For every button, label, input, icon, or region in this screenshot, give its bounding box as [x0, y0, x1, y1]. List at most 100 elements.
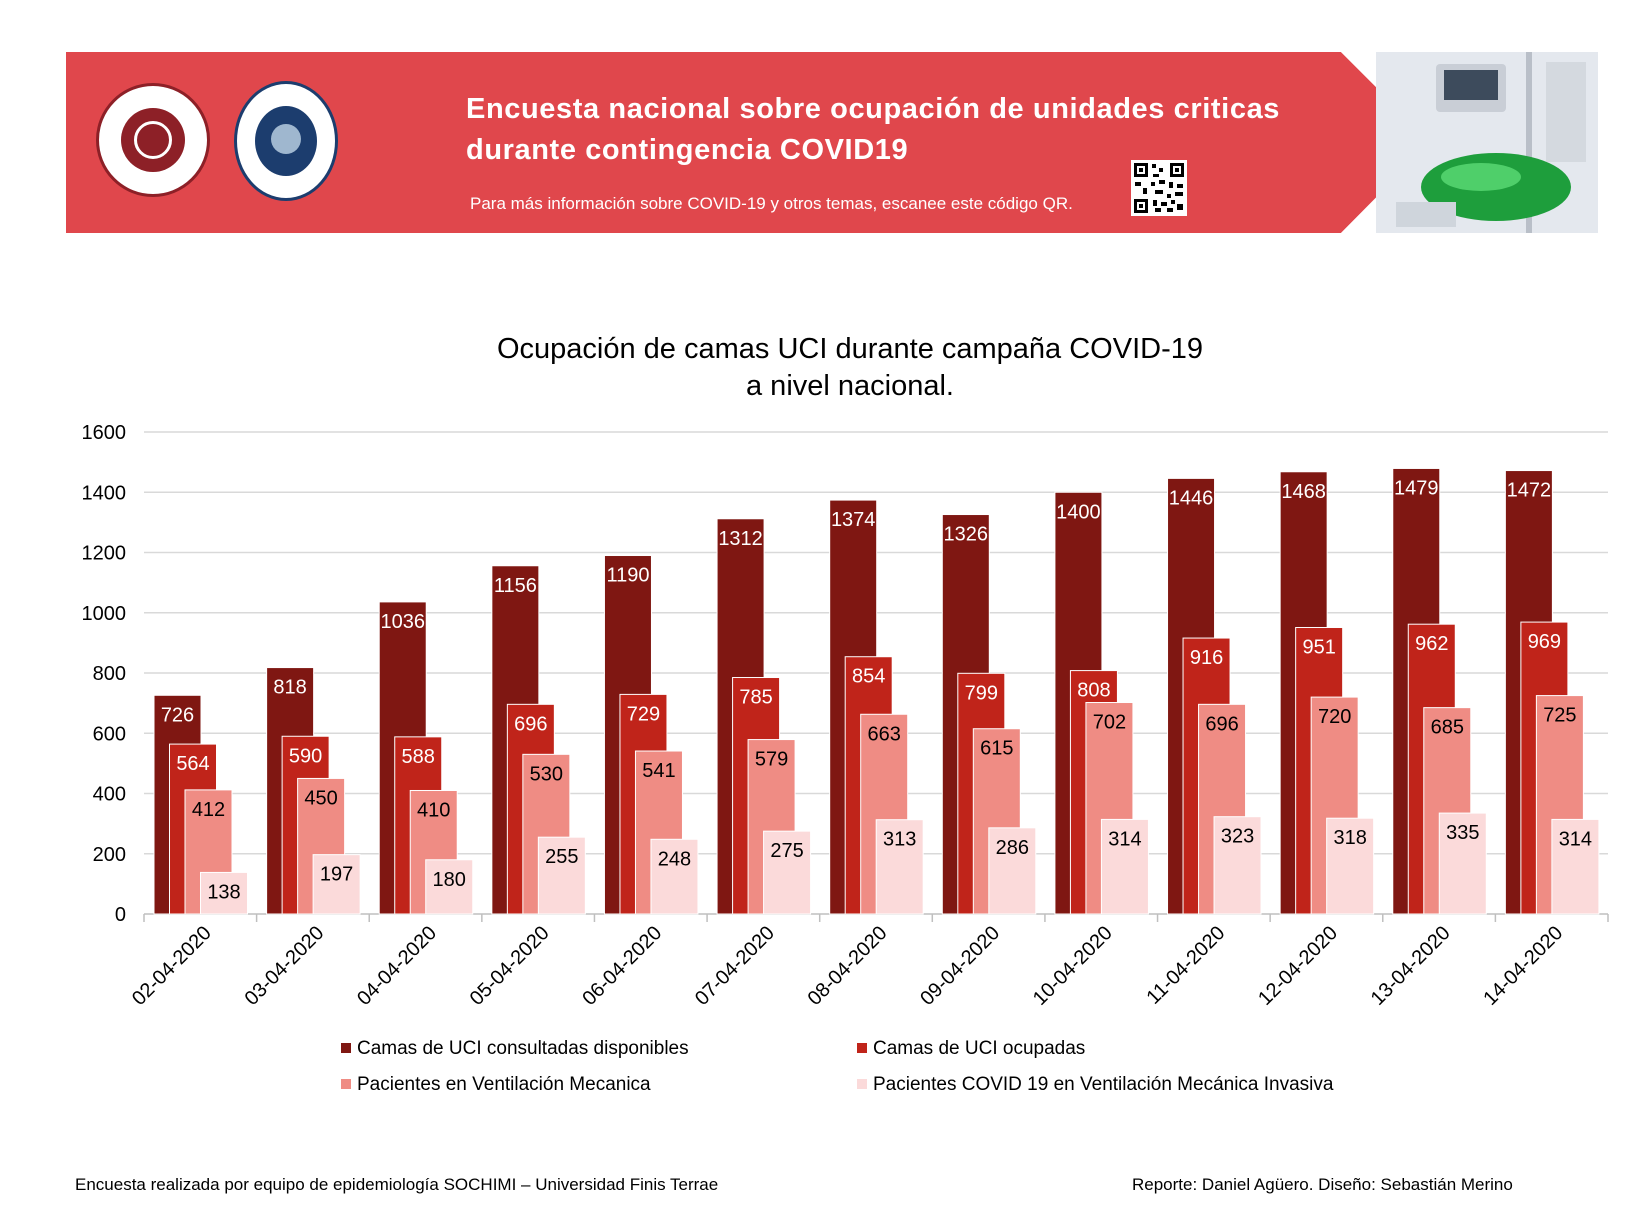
bar: [988, 827, 1037, 915]
bar: [537, 836, 586, 915]
legend-item-covid-vmi: Pacientes COVID 19 en Ventilación Mecáni…: [857, 1074, 1333, 1096]
legend-swatch: [857, 1079, 867, 1089]
x-tick-label: 10-04-2020: [1029, 922, 1117, 1010]
data-label: 1468: [1281, 481, 1326, 503]
data-label: 729: [627, 703, 660, 725]
x-tick-label: 12-04-2020: [1254, 922, 1342, 1010]
data-label: 412: [192, 799, 225, 821]
bar: [312, 854, 361, 915]
bar-chart: 0 200 400 600 800 1000 1200 1400 1600 726 564 412 13…: [82, 422, 1609, 1010]
data-label: 685: [1431, 717, 1464, 739]
chart-title-line2: a nivel nacional.: [746, 370, 954, 402]
y-tick-label: 0: [115, 904, 126, 926]
legend-swatch: [341, 1043, 351, 1053]
data-label: 696: [1205, 713, 1238, 735]
data-label: 588: [402, 746, 435, 768]
data-label: 1190: [606, 565, 649, 587]
bar: [1213, 816, 1262, 915]
data-label: 818: [273, 677, 306, 699]
y-tick-label: 1600: [82, 422, 127, 444]
data-label: 916: [1190, 647, 1223, 669]
data-label: 286: [996, 837, 1029, 859]
finis-terrae-logo: [234, 81, 338, 201]
data-label: 541: [642, 760, 675, 782]
data-label: 564: [176, 753, 209, 775]
x-tick-label: 03-04-2020: [241, 922, 329, 1010]
data-label: 808: [1077, 680, 1110, 702]
data-label: 318: [1333, 827, 1366, 849]
bar: [763, 830, 812, 915]
x-tick-label: 07-04-2020: [691, 922, 779, 1010]
x-tick-label: 08-04-2020: [804, 922, 892, 1010]
x-tick-label: 06-04-2020: [578, 922, 666, 1010]
y-tick-label: 200: [93, 844, 126, 866]
x-tick-label: 09-04-2020: [916, 922, 1004, 1010]
data-label: 410: [417, 799, 450, 821]
data-label: 785: [739, 687, 772, 709]
data-label: 1156: [494, 575, 537, 597]
data-label: 197: [320, 864, 353, 886]
legend-swatch: [341, 1079, 351, 1089]
data-label: 720: [1318, 706, 1351, 728]
legend-item-disponibles: Camas de UCI consultadas disponibles: [341, 1038, 689, 1060]
bar: [875, 819, 924, 915]
data-label: 579: [755, 749, 788, 771]
data-label: 590: [289, 745, 322, 767]
data-label: 180: [433, 869, 466, 891]
data-label: 1326: [944, 524, 989, 546]
data-label: 799: [965, 682, 998, 704]
legend-item-ventilacion: Pacientes en Ventilación Mecanica: [341, 1074, 651, 1096]
qr-code-icon: [1131, 160, 1187, 216]
bar: [1438, 812, 1487, 915]
data-label: 1472: [1507, 480, 1552, 502]
data-label: 1400: [1056, 501, 1101, 523]
data-label: 951: [1302, 637, 1335, 659]
data-label: 323: [1221, 826, 1254, 848]
x-tick-label: 13-04-2020: [1367, 922, 1455, 1010]
bar: [200, 871, 248, 915]
header-title-line2: durante contingencia COVID19: [466, 134, 909, 166]
data-label: 854: [852, 666, 885, 688]
footer-right: Reporte: Daniel Agüero. Diseño: Sebastiá…: [1132, 1175, 1513, 1194]
legend-item-ocupadas: Camas de UCI ocupadas: [857, 1038, 1085, 1060]
y-tick-label: 1200: [82, 543, 127, 565]
data-label: 1312: [718, 528, 763, 550]
data-label: 255: [545, 846, 578, 868]
data-label: 969: [1528, 631, 1561, 653]
bar: [1551, 818, 1600, 915]
data-label: 450: [304, 787, 337, 809]
data-label: 1036: [380, 611, 425, 633]
bar: [1326, 817, 1375, 915]
x-tick-label: 11-04-2020: [1143, 922, 1230, 1009]
header-subtitle: Para más información sobre COVID-19 y ot…: [470, 194, 1073, 213]
legend-swatch: [857, 1043, 867, 1053]
x-tick-label: 02-04-2020: [128, 922, 216, 1010]
data-label: 248: [658, 848, 691, 870]
data-label: 696: [514, 713, 547, 735]
data-label: 725: [1543, 705, 1576, 727]
data-label: 530: [530, 763, 563, 785]
x-tick-label: 14-04-2020: [1479, 922, 1567, 1010]
bar: [650, 838, 699, 915]
y-tick-label: 800: [93, 663, 126, 685]
bar: [425, 859, 474, 915]
data-label: 314: [1559, 828, 1592, 850]
y-tick-label: 400: [93, 784, 126, 806]
data-label: 702: [1093, 712, 1126, 734]
data-label: 1446: [1169, 487, 1214, 509]
sochimi-logo: [96, 83, 210, 197]
y-tick-label: 1000: [82, 603, 127, 625]
ventilator-photo: [1376, 52, 1598, 233]
data-label: 726: [161, 704, 194, 726]
data-label: 1374: [831, 509, 876, 531]
bar: [1100, 818, 1149, 915]
data-label: 1479: [1394, 477, 1439, 499]
data-label: 615: [980, 738, 1013, 760]
header-title-line1: Encuesta nacional sobre ocupación de uni…: [466, 93, 1281, 125]
y-tick-label: 600: [93, 723, 126, 745]
data-label: 313: [883, 829, 916, 851]
data-label: 335: [1446, 822, 1479, 844]
data-label: 663: [868, 723, 901, 745]
y-tick-label: 1400: [82, 482, 127, 504]
chart-title: Ocupación de camas UCI durante campaña C…: [496, 333, 1203, 365]
